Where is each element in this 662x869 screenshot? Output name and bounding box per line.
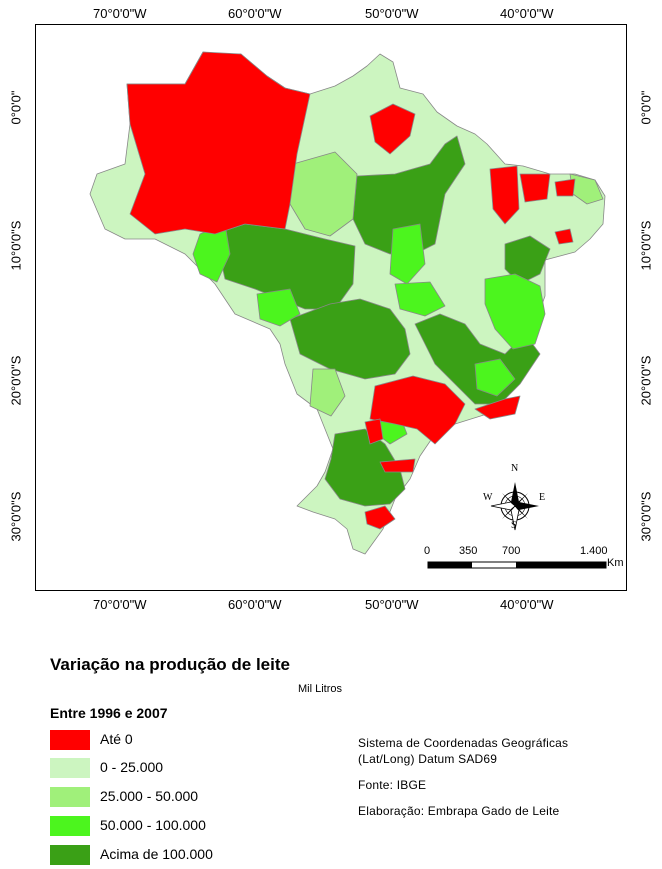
region-mid-rondonia [256, 288, 301, 327]
region-mid-tocantins [389, 223, 426, 285]
lon-label-bottom-40: 40°0'0"W [500, 597, 554, 612]
lon-label-bottom-60: 60°0'0"W [228, 597, 282, 612]
elaboration-text: Elaboração: Embrapa Gado de Leite [358, 804, 560, 818]
lon-label-top-60: 60°0'0"W [228, 6, 282, 21]
lat-label-right-0: 0°0'0" [638, 90, 654, 125]
compass-west-label: W [483, 492, 493, 503]
legend-swatch [50, 845, 90, 865]
scale-tick-0: 0 [424, 545, 431, 557]
region-red-amazonas [126, 51, 311, 235]
legend-swatch [50, 758, 90, 778]
legend-swatch [50, 816, 90, 836]
legend-swatch [50, 787, 90, 807]
coord-system-line2: (Lat/Long) Datum SAD69 [358, 752, 498, 766]
lon-label-top-70: 70°0'0"W [93, 6, 147, 21]
region-red-ceara [554, 178, 576, 197]
region-red-pe [554, 228, 574, 245]
region-red-piaui [519, 173, 551, 203]
legend-label: 0 - 25.000 [100, 759, 164, 775]
compass-east-label: E [539, 492, 546, 503]
legend-label: 25.000 - 50.000 [100, 788, 199, 804]
region-red-sc [379, 458, 416, 473]
region-red-amapa [369, 103, 416, 155]
brazil-map [89, 51, 607, 569]
region-dark-center-north [352, 135, 466, 255]
lon-label-top-40: 40°0'0"W [500, 6, 554, 21]
region-mid-mg [474, 358, 516, 397]
region-red-rj [474, 395, 521, 420]
lat-label-right-10: 10°0'0"S [638, 220, 654, 271]
legend-swatch [50, 730, 90, 750]
lat-label-right-30: 30°0'0"S [638, 491, 654, 542]
lon-label-bottom-70: 70°0'0"W [93, 597, 147, 612]
legend-label: Até 0 [100, 731, 133, 747]
region-mid-east [484, 273, 546, 350]
coord-system-line1: Sistema de Coordenadas Geográficas [358, 736, 569, 750]
region-dark-northeast [504, 235, 551, 285]
lat-label-left-0: 0°0'0" [8, 90, 24, 125]
scale-bar [427, 561, 607, 569]
scale-tick-350: 350 [459, 545, 478, 557]
scale-tick-1400: 1.400 [580, 545, 608, 557]
lat-label-right-20: 20°0'0"S [638, 355, 654, 406]
scale-tick-700: 700 [502, 545, 521, 557]
region-dark-middle [289, 298, 411, 380]
region-red-maranhao [489, 165, 520, 225]
legend-period: Entre 1996 e 2007 [50, 705, 168, 721]
lon-label-bottom-50: 50°0'0"W [365, 597, 419, 612]
legend-unit: Mil Litros [298, 683, 343, 695]
region-mid-mt [309, 368, 346, 417]
source-text: Fonte: IBGE [358, 778, 427, 792]
lat-label-left-10: 10°0'0"S [8, 220, 24, 271]
legend-label: 50.000 - 100.000 [100, 817, 206, 833]
region-red-rs [364, 505, 396, 530]
region-red-sp [369, 375, 466, 445]
compass-north-label: N [511, 463, 519, 474]
region-mid-para [289, 151, 358, 237]
region-red-pr [364, 418, 384, 445]
legend-label: Acima de 100.000 [100, 846, 213, 862]
lon-label-top-50: 50°0'0"W [365, 6, 419, 21]
lat-label-left-30: 30°0'0"S [8, 491, 24, 542]
compass-south-label: S [511, 520, 517, 531]
compass-rose-icon [490, 482, 539, 531]
legend-title: Variação na produção de leite [50, 655, 290, 674]
scale-unit: Km [607, 557, 624, 569]
lat-label-left-20: 20°0'0"S [8, 355, 24, 406]
region-mid-goias [394, 281, 446, 317]
